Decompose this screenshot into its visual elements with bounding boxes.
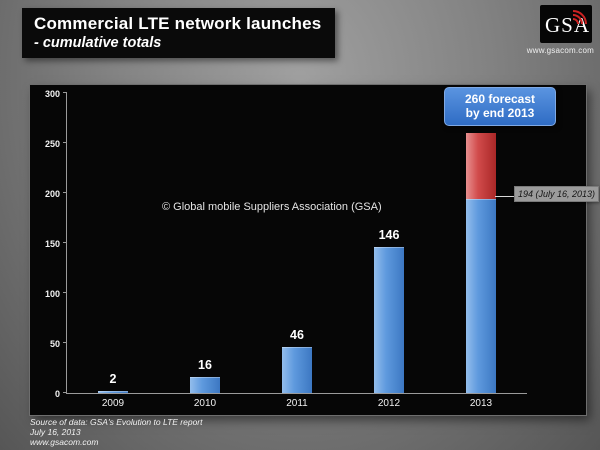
source-line-1: Source of data: GSA's Evolution to LTE r… [30,417,203,427]
leader-line [495,196,514,197]
forecast-callout-line1: 260 forecast [464,92,536,106]
bar-value-label: 16 [198,358,212,372]
y-tick-label: 0 [54,389,60,399]
y-tick-label: 50 [49,339,60,349]
y-tick-mark [63,292,67,293]
y-tick-mark [63,142,67,143]
gsa-logo: GSA [540,5,592,43]
title-box: Commercial LTE network launches - cumula… [22,8,336,58]
radio-waves-icon [572,10,587,25]
y-tick-mark [63,242,67,243]
bar-2013-forecast [466,133,496,199]
forecast-callout: 260 forecast by end 2013 [444,87,556,126]
chart-area: © Global mobile Suppliers Association (G… [30,85,586,415]
current-value-label: 194 (July 16, 2013) [514,186,600,202]
source-line-2: July 16, 2013 [30,427,81,437]
source-note: Source of data: GSA's Evolution to LTE r… [30,417,203,447]
y-tick-mark [63,192,67,193]
bar-2010 [190,377,220,393]
forecast-callout-line2: by end 2013 [465,106,535,120]
bar-2009 [98,391,128,393]
y-tick-label: 200 [44,189,60,199]
bar-value-label: 146 [378,228,400,242]
page-title: Commercial LTE network launches [34,14,322,33]
x-category-label: 2012 [377,398,401,409]
x-category-label: 2011 [286,398,308,409]
bar-value-label: 46 [290,328,304,342]
logo-url-text: www.gsacom.com [526,46,594,55]
watermark-text: © Global mobile Suppliers Association (G… [162,201,382,213]
x-category-label: 2010 [193,398,217,409]
y-tick-label: 250 [44,139,60,149]
x-category-label: 2013 [469,398,493,409]
page-subtitle: - cumulative totals [34,35,162,51]
y-tick-mark [63,342,67,343]
bar-2013 [466,199,496,393]
y-tick-mark [63,392,67,393]
plot-area: © Global mobile Suppliers Association (G… [45,89,527,409]
y-tick-label: 150 [44,239,60,249]
y-tick-mark [63,92,67,93]
bar-2011 [282,347,312,393]
gsa-logo-text: GSA [545,13,591,37]
bar-2012 [374,247,404,393]
bar-value-label: 2 [109,372,117,386]
y-tick-label: 300 [44,89,60,99]
x-category-label: 2009 [101,398,125,409]
source-line-3: www.gsacom.com [30,437,99,447]
y-tick-label: 100 [44,289,60,299]
